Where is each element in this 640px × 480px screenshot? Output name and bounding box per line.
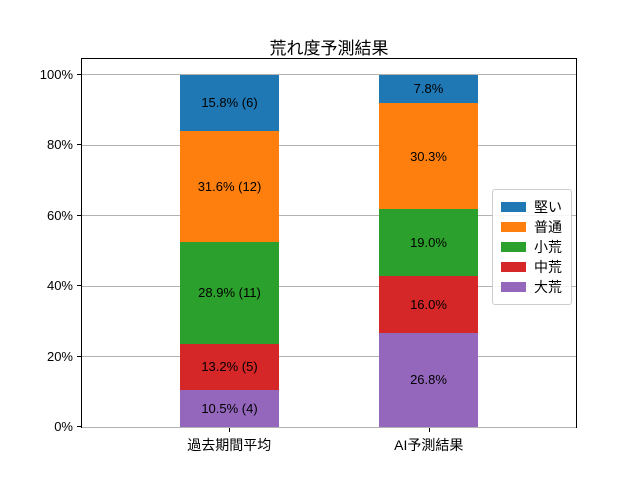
bar-segment	[180, 390, 279, 427]
bar-segment-label: 13.2% (5)	[201, 359, 258, 375]
legend-swatch	[501, 242, 526, 252]
legend-label: 堅い	[534, 199, 562, 215]
legend-swatch	[501, 202, 526, 212]
y-tick	[77, 426, 81, 427]
y-tick	[77, 285, 81, 287]
legend-item: 大荒	[501, 277, 562, 297]
y-tick-label: 60%	[46, 207, 73, 223]
bar-segment-label: 16.0%	[410, 296, 447, 312]
bar-segment	[379, 75, 478, 103]
y-tick	[77, 214, 81, 216]
legend-swatch	[501, 222, 526, 232]
gridline	[82, 144, 576, 146]
bar-segment	[180, 130, 279, 242]
y-tick	[77, 144, 81, 146]
bar-segment	[180, 343, 279, 391]
bar-segment	[379, 102, 478, 210]
bar-segment	[180, 74, 279, 131]
x-tick-label: AI予測結果	[394, 437, 464, 453]
y-tick-label: 100%	[39, 66, 73, 82]
legend-label: 大荒	[534, 279, 562, 295]
bar-segment-label: 10.5% (4)	[201, 401, 258, 416]
gridline	[82, 74, 576, 76]
legend-item: 堅い	[501, 197, 562, 217]
x-tick	[428, 428, 430, 432]
legend-label: 普通	[534, 219, 562, 235]
y-tick-label: 40%	[46, 278, 73, 294]
y-tick	[77, 73, 81, 75]
legend-label: 小荒	[534, 239, 562, 255]
y-tick-label: 20%	[46, 348, 73, 364]
y-tick	[77, 355, 81, 357]
y-tick-label: 0%	[54, 419, 73, 434]
legend-item: 小荒	[501, 237, 562, 257]
legend-swatch	[501, 262, 526, 272]
x-tick	[229, 428, 231, 432]
bar-segment-label: 26.8%	[410, 372, 447, 388]
bar-segment-label: 15.8% (6)	[201, 95, 258, 111]
chart-title: 荒れ度予測結果	[269, 39, 389, 58]
bar-segment-label: 30.3%	[410, 148, 447, 164]
legend: 堅い普通小荒中荒大荒	[492, 189, 572, 305]
gridline	[82, 356, 576, 358]
bar-segment-label: 28.9% (11)	[198, 285, 261, 301]
gridline	[82, 426, 576, 428]
legend-item: 普通	[501, 217, 562, 237]
bar-segment-label: 31.6% (12)	[197, 178, 262, 194]
bar-segment-label: 7.8%	[413, 81, 444, 97]
bar-segment	[379, 332, 478, 427]
bar-segment	[379, 209, 478, 277]
legend-swatch	[501, 282, 526, 292]
gridline	[82, 215, 576, 217]
bar-segment	[379, 276, 478, 333]
y-tick-label: 80%	[46, 137, 73, 153]
plot-area: 10.5% (4) 13.2% (5) 28.9% (11) 31.6% (12) 15…	[81, 58, 577, 428]
bar-segment-label: 19.0%	[410, 235, 447, 251]
legend-item: 中荒	[501, 257, 562, 277]
bar-segment	[180, 241, 279, 344]
x-tick-label: 過去期間平均	[187, 437, 272, 453]
legend-label: 中荒	[534, 259, 562, 275]
gridline	[82, 285, 576, 287]
